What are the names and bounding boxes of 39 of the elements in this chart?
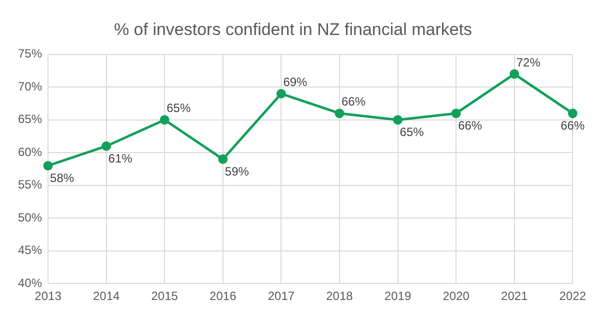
x-tick-label: 2016 <box>210 289 237 304</box>
point <box>43 160 53 170</box>
y-tick-label: 70% <box>18 79 42 94</box>
data-label: 66% <box>341 94 366 109</box>
point <box>276 88 286 98</box>
data-label: 58% <box>50 171 74 186</box>
x-tick-label: 2019 <box>384 289 412 304</box>
data-label: 69% <box>283 75 308 90</box>
data-label: 66% <box>560 118 585 133</box>
y-tick-label: 60% <box>18 144 42 159</box>
data-label: 65% <box>400 125 424 140</box>
x-tick-label: 2013 <box>34 289 62 304</box>
chart-title: % of investors confident in NZ financial markets <box>114 20 472 39</box>
point <box>568 108 578 118</box>
point <box>451 108 461 118</box>
point <box>102 141 112 151</box>
y-tick-label: 40% <box>18 276 42 290</box>
y-tick-label: 65% <box>18 112 42 126</box>
y-tick-label: 45% <box>18 243 42 258</box>
y-tick-label: 75% <box>18 46 42 61</box>
point <box>218 154 228 164</box>
point <box>334 108 344 118</box>
y-tick-label: 55% <box>18 178 42 192</box>
x-tick-label: 2022 <box>559 289 586 304</box>
x-tick-label: 2017 <box>268 289 295 304</box>
x-tick-label: 2014 <box>92 289 120 304</box>
x-tick-label: 2015 <box>151 289 178 304</box>
point <box>510 69 520 79</box>
data-label: 72% <box>516 55 541 70</box>
x-tick-label: 2018 <box>326 289 354 304</box>
x-tick-label: 2021 <box>501 289 528 304</box>
data-label: 61% <box>108 151 133 166</box>
data-label: 66% <box>458 118 482 133</box>
data-label: 59% <box>224 164 250 178</box>
point <box>160 115 170 125</box>
x-tick-label: 2020 <box>442 289 470 304</box>
data-label: 65% <box>166 101 191 116</box>
point <box>393 115 403 125</box>
y-tick-label: 50% <box>18 210 42 224</box>
